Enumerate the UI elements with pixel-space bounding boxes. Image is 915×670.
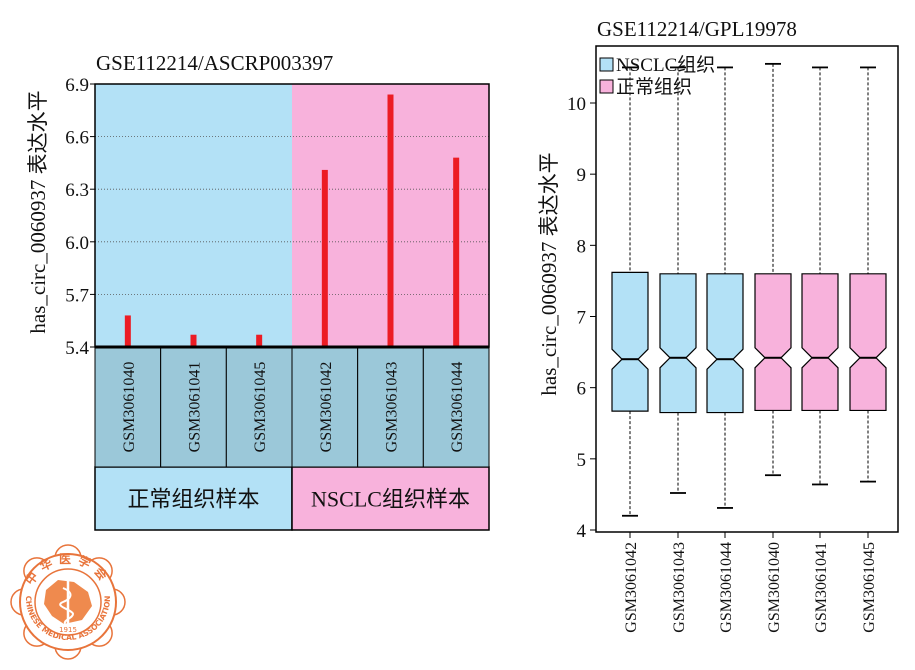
bar-GSM3061044 [453,157,460,347]
box-GSM3061045 [849,273,887,412]
y-tick-label: 10 [567,94,586,115]
y-tick-label: 6 [577,379,587,400]
bar-GSM3061041 [190,334,197,347]
box-GSM3061042 [611,271,649,412]
legend-label-0: NSCLC组织 [616,54,715,76]
y-tick-label: 6.9 [65,75,89,96]
sample-label-cell [291,346,359,468]
right-chart-title: GSE112214/GPL19978 [597,17,797,41]
x-tick-label: GSM3061045 [252,362,269,453]
bar-GSM3061045 [256,334,263,347]
x-tick-label: GSM3061043 [671,542,688,633]
legend-label-1: 正常组织 [616,76,692,98]
logo-year: 1915 [59,626,77,634]
y-tick-label: 9 [577,165,587,186]
sample-label-cell [160,346,227,468]
box-GSM3061041 [801,273,839,412]
x-tick-label: GSM3061042 [623,542,640,633]
group-label-0: 正常组织样本 [127,487,259,512]
right-y-axis-label: has_circ_0060937 表达水平 [537,152,561,395]
association-logo: 中华医学会 CHINESE MEDICAL ASSOCIATION 1915 [10,544,126,660]
group-background-0 [95,84,292,347]
y-tick-label: 8 [577,236,587,257]
left-y-axis-label: has_circ_0060937 表达水平 [26,90,50,333]
y-tick-label: 5.7 [65,285,89,306]
x-tick-label: GSM3061044 [718,542,735,633]
x-tick-label: GSM3061040 [121,362,138,453]
x-tick-label: GSM3061041 [813,542,830,633]
legend-swatch-1 [599,79,614,94]
box-GSM3061044 [706,273,744,414]
y-tick-label: 5 [577,450,587,471]
y-tick-label: 6.3 [65,180,89,201]
x-tick-label: GSM3061044 [449,362,466,453]
group-label-1: NSCLC组织样本 [311,487,470,512]
bar-GSM3061043 [387,94,394,348]
logo-serpent-icon [59,587,75,625]
x-tick-label: GSM3061045 [861,542,878,633]
y-tick-label: 7 [577,308,587,329]
sample-label-cell [422,346,490,468]
box-GSM3061043 [659,273,697,414]
bar-GSM3061040 [124,315,131,347]
x-tick-label: GSM3061041 [187,362,204,453]
x-tick-label: GSM3061042 [318,362,335,453]
left-bar-chart: GSE112214/ASCRP003397 正常组织样本 NSCLC组织样本 5.4… [26,51,490,531]
x-tick-label: GSM3061040 [766,542,783,633]
left-chart-title: GSE112214/ASCRP003397 [96,51,333,75]
y-tick-label: 6.0 [65,233,89,254]
sample-label-cell [225,346,293,468]
right-box-plot: GSE112214/GPL19978 4 5 6 7 8 9 10 GSM3061042 GSM… [537,17,899,633]
y-tick-label: 5.4 [65,338,89,359]
box-GSM3061040 [754,273,792,412]
plot-frame [595,45,899,533]
sample-label-cell [94,346,162,468]
x-tick-label: GSM3061043 [384,362,401,453]
y-tick-label: 4 [577,521,587,542]
group-label-box-0 [94,466,293,531]
bar-GSM3061042 [321,169,328,347]
legend-swatch-0 [599,57,614,72]
y-tick-label: 6.6 [65,128,89,149]
